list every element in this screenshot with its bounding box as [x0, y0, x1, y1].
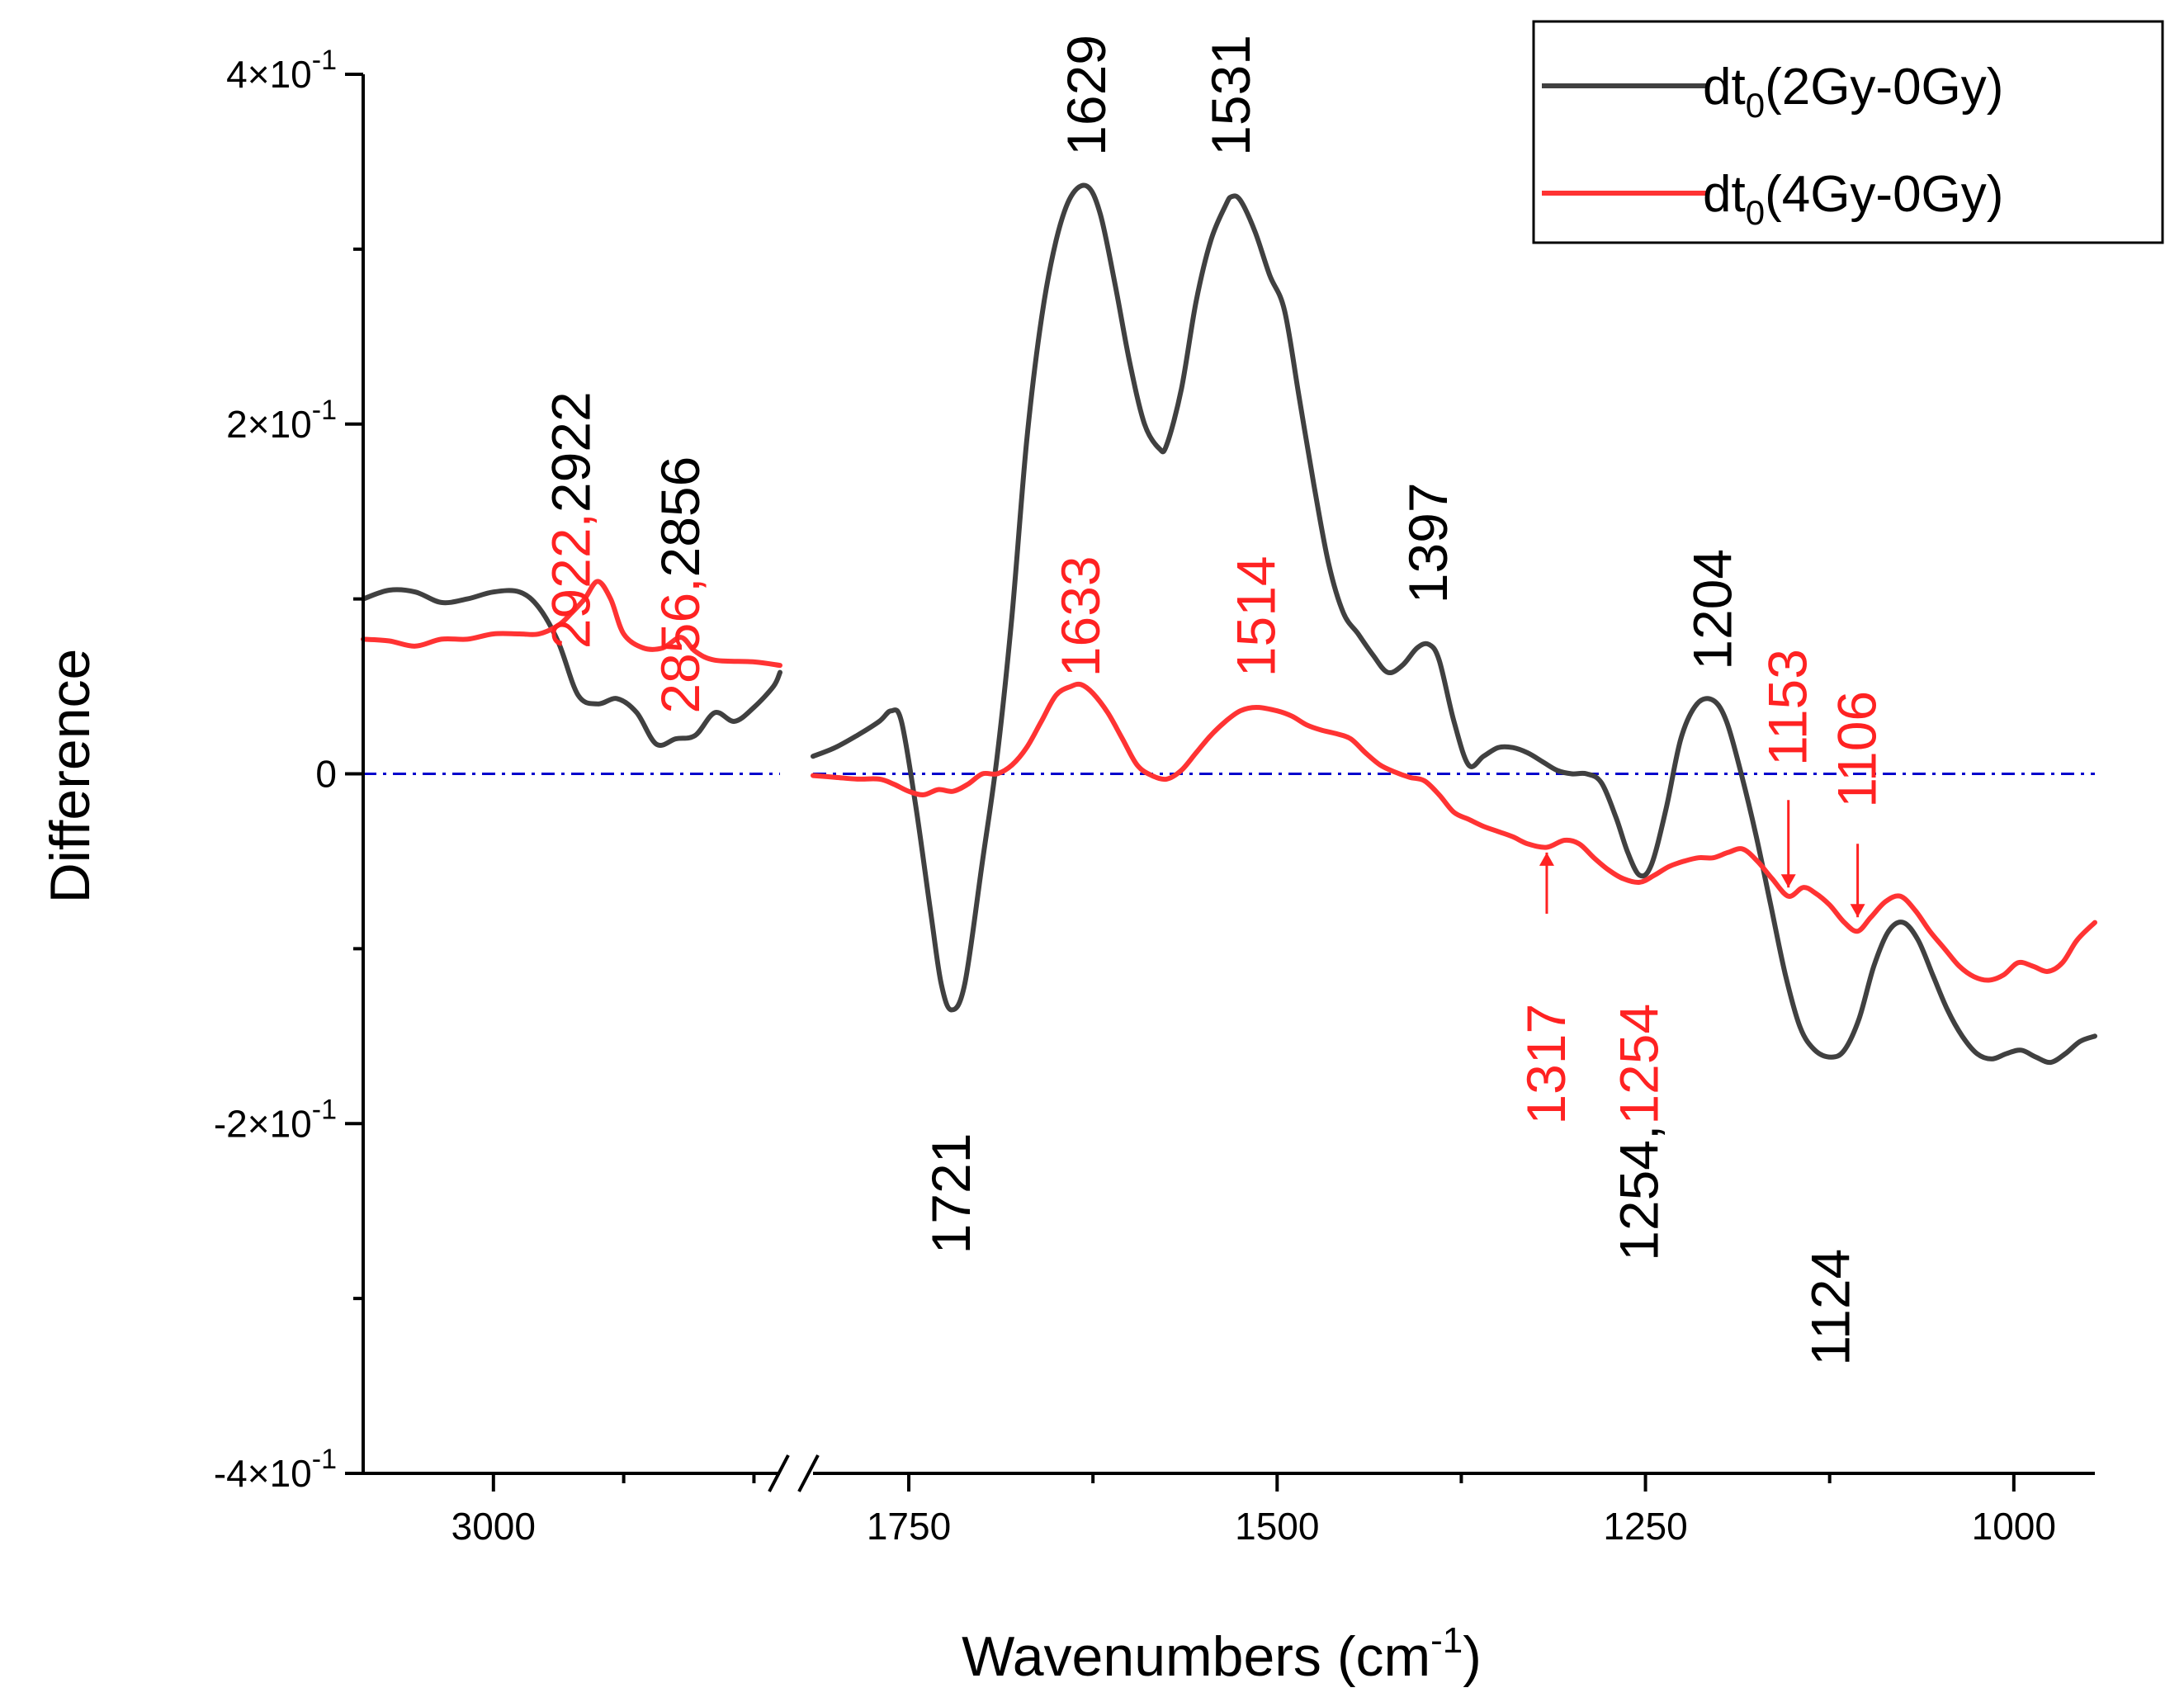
arrow-1153 [1780, 800, 1796, 888]
legend-label-1: dt0(2Gy-0Gy) [1703, 59, 2003, 125]
peak-label-part: 1397 [1397, 482, 1458, 603]
peak-label-part: 1254, [1608, 1125, 1669, 1261]
y-tick-label: 0 [315, 753, 337, 796]
y-tick-exponent: -1 [312, 45, 337, 76]
peak-label-part: 2856 [650, 456, 711, 578]
peak-label-1397: 1397 [1397, 482, 1458, 603]
peak-label-1153: 1153 [1757, 649, 1818, 766]
legend-box [1532, 20, 2164, 244]
peak-label-2922-2922: 2922,2922 [541, 391, 602, 649]
peak-label-part: 2922, [541, 513, 602, 649]
peak-label-part: 1254 [1608, 1004, 1669, 1125]
arrow-head [1539, 852, 1554, 866]
legend-label-rest: (4Gy-0Gy) [1765, 166, 2003, 223]
peak-label-part: 1633 [1050, 556, 1111, 677]
legend-label-subscript: 0 [1746, 193, 1765, 232]
y-axis-title: Difference [39, 649, 102, 904]
x-axis-title-main: Wavenumbers (cm [962, 1625, 1430, 1688]
legend-label-main: dt [1703, 166, 1746, 223]
x-axis-title-superscript: -1 [1430, 1620, 1463, 1661]
plot-area [361, 182, 2097, 1066]
y-tick-label: -4×10-1 [214, 1444, 337, 1495]
y-tick-label: 2×10-1 [226, 395, 337, 446]
x-axis-title-close: ) [1463, 1625, 1482, 1688]
legend-label-main: dt [1703, 59, 1746, 116]
x-axis-title: Wavenumbers (cm-1) [962, 1620, 1482, 1688]
y-tick-exponent: -1 [312, 1444, 337, 1475]
legend: dt0(2Gy-0Gy)dt0(4Gy-0Gy) [1532, 20, 2164, 244]
arrow-1317 [1539, 852, 1554, 914]
series-line-2-segment-1 [361, 579, 782, 669]
y-tick-mantissa: -4×10 [214, 1452, 312, 1495]
peak-label-1531: 1531 [1200, 35, 1261, 156]
peak-label-1124: 1124 [1799, 1249, 1860, 1366]
legend-label-2: dt0(4Gy-0Gy) [1703, 166, 2003, 232]
arrow-1106 [1850, 844, 1865, 918]
legend-label-subscript: 0 [1746, 86, 1765, 125]
peak-label-1106: 1106 [1827, 691, 1888, 808]
peak-label-part: 1317 [1515, 1004, 1577, 1125]
arrow-head [1850, 904, 1865, 918]
series-line-2-segment-2 [811, 681, 2097, 983]
peak-label-1629: 1629 [1056, 35, 1117, 156]
series-line-1-segment-2 [811, 182, 2097, 1066]
peak-label-1204: 1204 [1682, 549, 1743, 670]
peak-label-part: 1124 [1799, 1249, 1860, 1366]
peak-label-part: 1106 [1827, 691, 1888, 808]
peak-label-1514: 1514 [1225, 556, 1286, 677]
x-tick-label: 1750 [867, 1505, 951, 1548]
series-line-1-segment-1 [361, 587, 782, 748]
peak-label-part: 1721 [920, 1133, 981, 1255]
peak-label-1317: 1317 [1515, 1004, 1577, 1125]
peak-label-1721: 1721 [920, 1133, 981, 1255]
y-tick-mantissa: -2×10 [214, 1102, 312, 1145]
y-tick-mantissa: 0 [315, 753, 337, 796]
axis-break-mark [768, 1454, 790, 1492]
peak-label-part: 1531 [1200, 35, 1261, 156]
y-tick-label: -2×10-1 [214, 1094, 337, 1145]
peak-label-1254-1254: 1254,1254 [1608, 1004, 1669, 1261]
y-tick-exponent: -1 [312, 1094, 337, 1125]
peak-label-part: 2856, [650, 578, 711, 714]
peak-label-part: 1153 [1757, 649, 1818, 766]
y-tick-mantissa: 2×10 [226, 403, 312, 446]
legend-label-rest: (2Gy-0Gy) [1765, 59, 2003, 116]
peak-label-part: 2922 [541, 391, 602, 513]
peak-label-part: 1514 [1225, 556, 1286, 677]
arrow-head [1780, 874, 1796, 888]
peak-label-part: 1629 [1056, 35, 1117, 156]
peak-label-2856-2856: 2856,2856 [650, 456, 711, 714]
x-tick-label: 1250 [1603, 1505, 1687, 1548]
axis-break-mark [797, 1454, 820, 1492]
y-tick-exponent: -1 [312, 395, 337, 426]
y-tick-mantissa: 4×10 [226, 53, 312, 96]
x-tick-label: 3000 [451, 1505, 536, 1548]
x-tick-label: 1500 [1235, 1505, 1319, 1548]
peak-label-part: 1204 [1682, 549, 1743, 670]
y-tick-label: 4×10-1 [226, 45, 337, 96]
x-tick-label: 1000 [1972, 1505, 2056, 1548]
peak-label-1633: 1633 [1050, 556, 1111, 677]
